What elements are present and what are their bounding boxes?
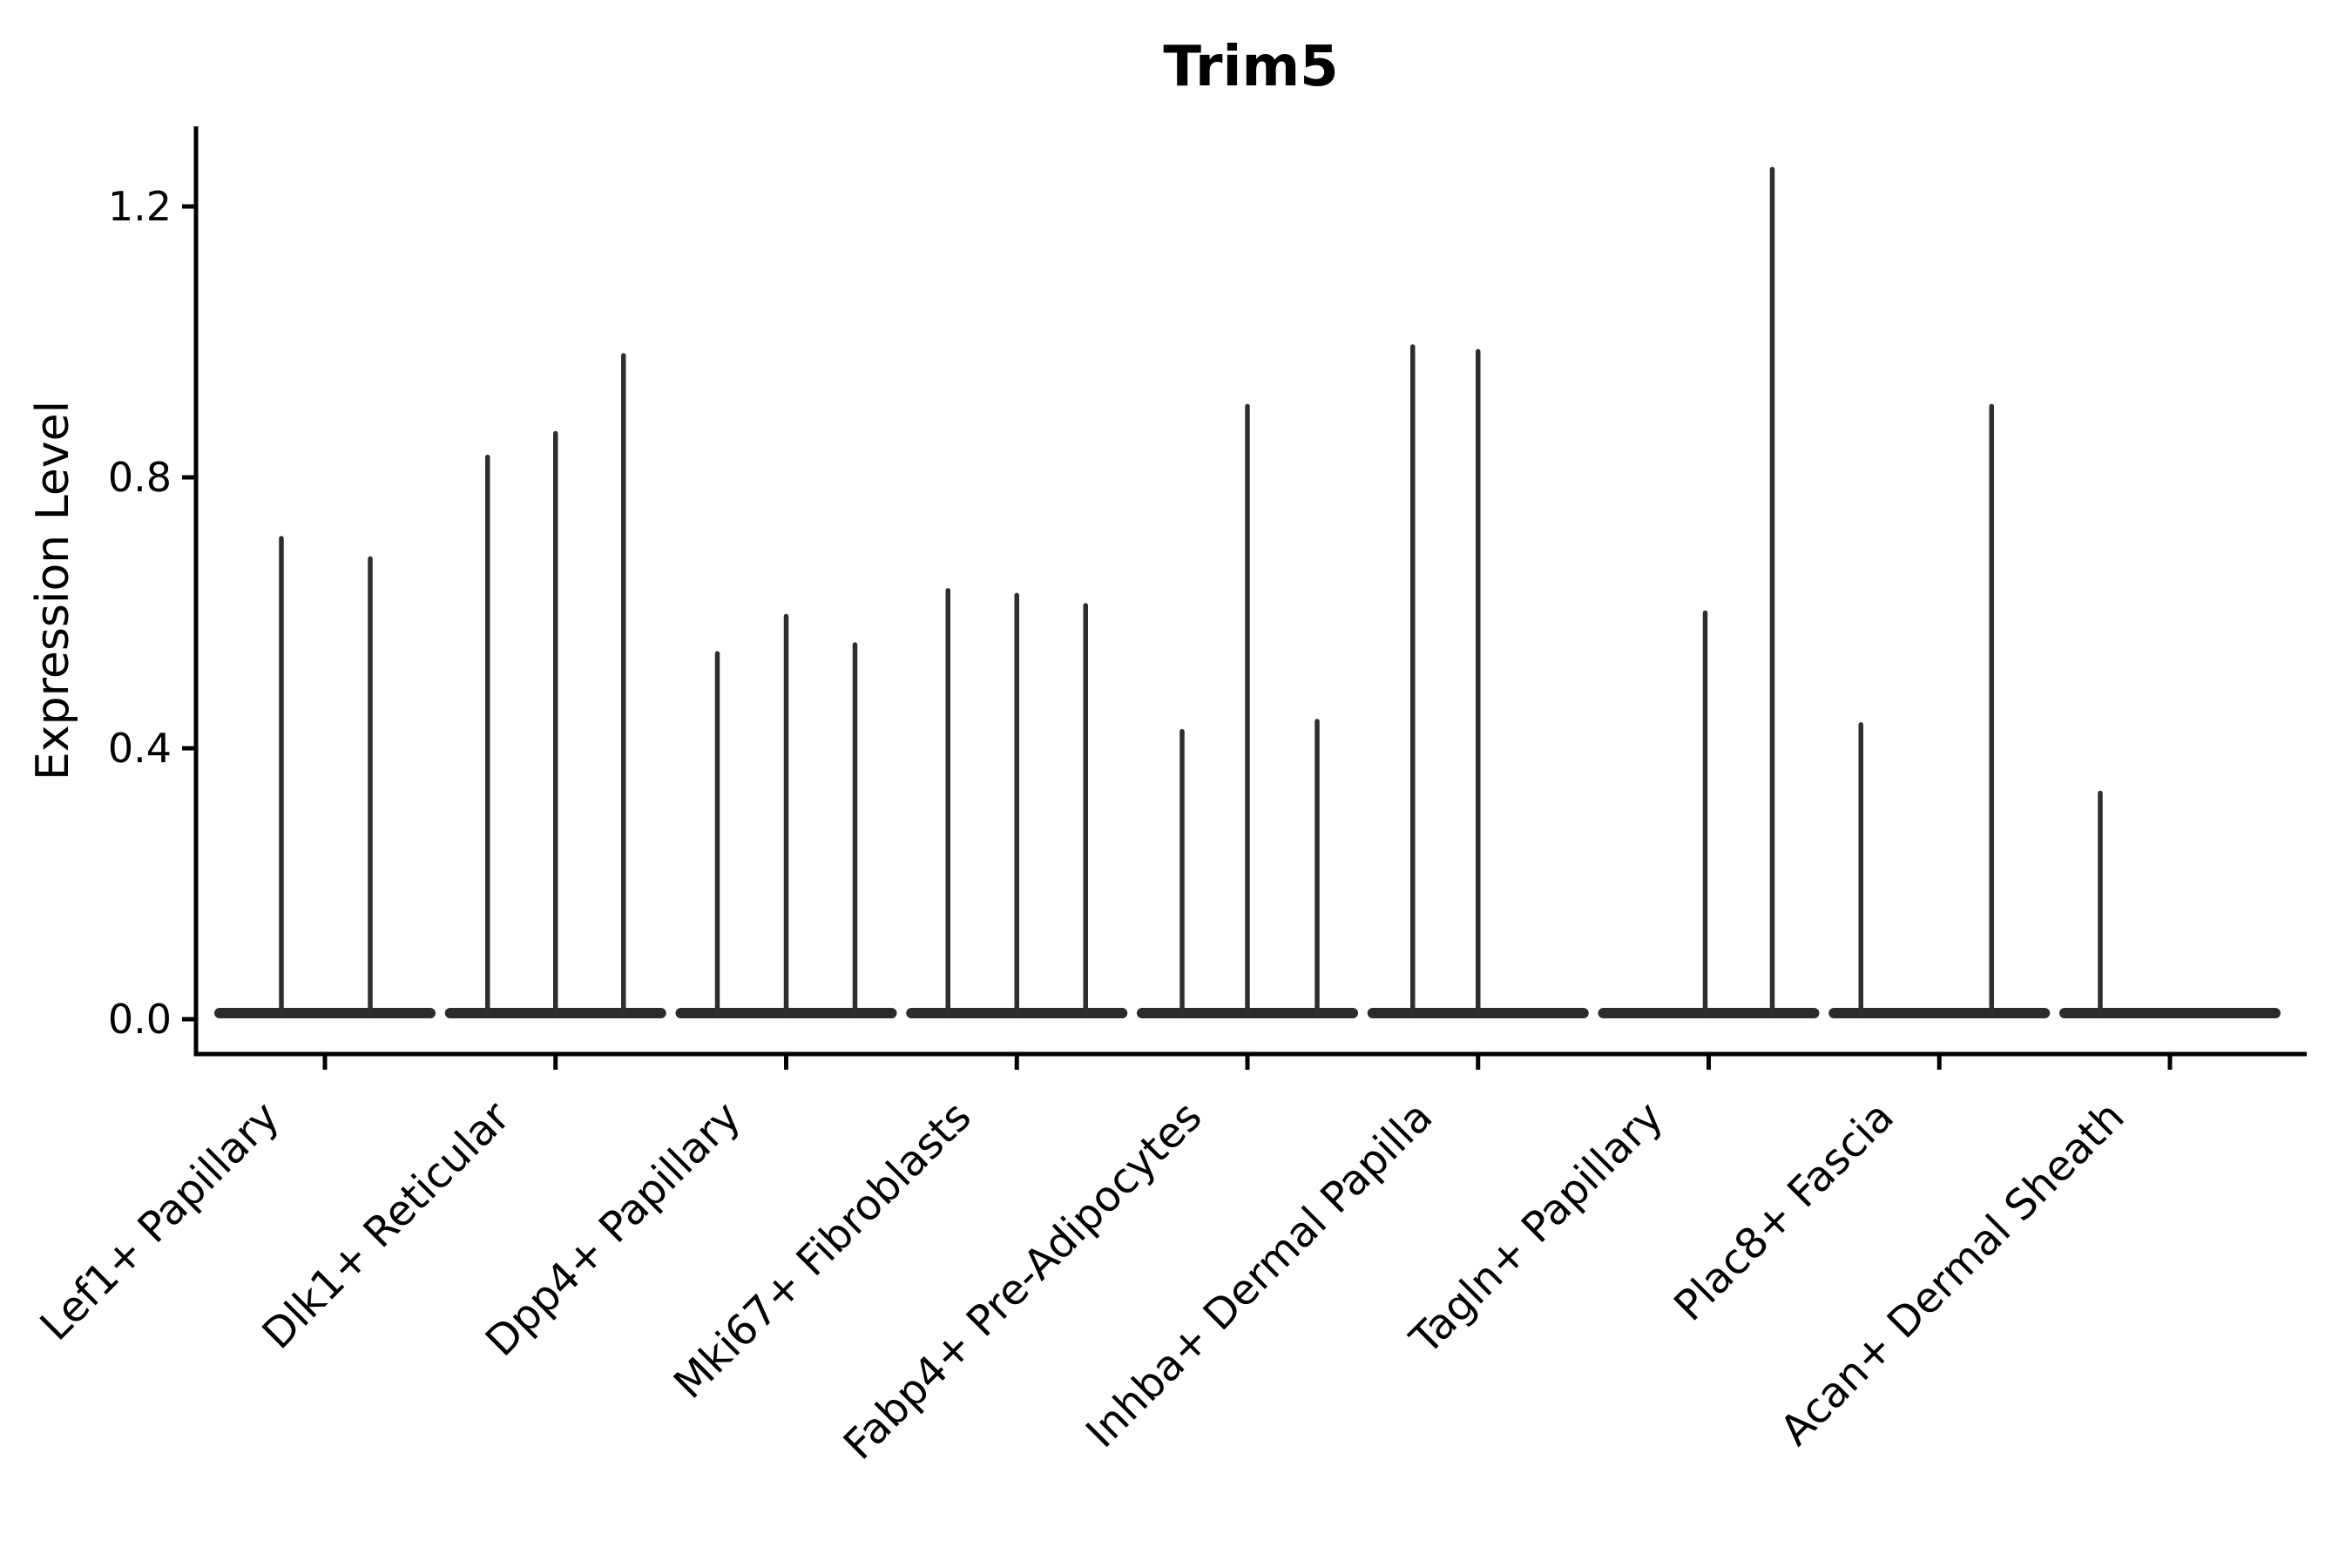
y-tick-label: 0.0 xyxy=(108,996,172,1043)
violin-group xyxy=(1598,166,1820,1018)
violin-group xyxy=(1137,403,1358,1018)
x-tick-label: Dpp4+ Papillary xyxy=(476,1092,750,1366)
y-axis-ticks: 0.0 0.4 0.8 1.2 xyxy=(108,183,196,1043)
violin-group xyxy=(214,536,436,1018)
violins-layer xyxy=(214,166,2281,1018)
x-tick-label: Dlk1+ Reticular xyxy=(253,1092,520,1359)
x-tick-label: Lef1+ Papillary xyxy=(31,1092,289,1350)
violin-group xyxy=(444,353,666,1018)
x-tick-label: Plac8+ Fascia xyxy=(1665,1092,1903,1331)
violin-group xyxy=(675,613,897,1018)
y-tick-label: 0.8 xyxy=(108,454,172,501)
plot-title: Trim5 xyxy=(1163,35,1338,99)
y-axis-label: Expression Level xyxy=(27,401,79,781)
violin-group xyxy=(2059,790,2281,1018)
y-tick-label: 1.2 xyxy=(108,183,172,230)
axes-spines xyxy=(193,126,2307,1057)
x-tick-label: Tagln+ Papillary xyxy=(1401,1092,1673,1364)
y-tick-label: 0.4 xyxy=(108,725,172,772)
violin-group xyxy=(906,588,1128,1018)
violin-group xyxy=(1828,403,2051,1018)
violin-group xyxy=(1367,344,1589,1018)
